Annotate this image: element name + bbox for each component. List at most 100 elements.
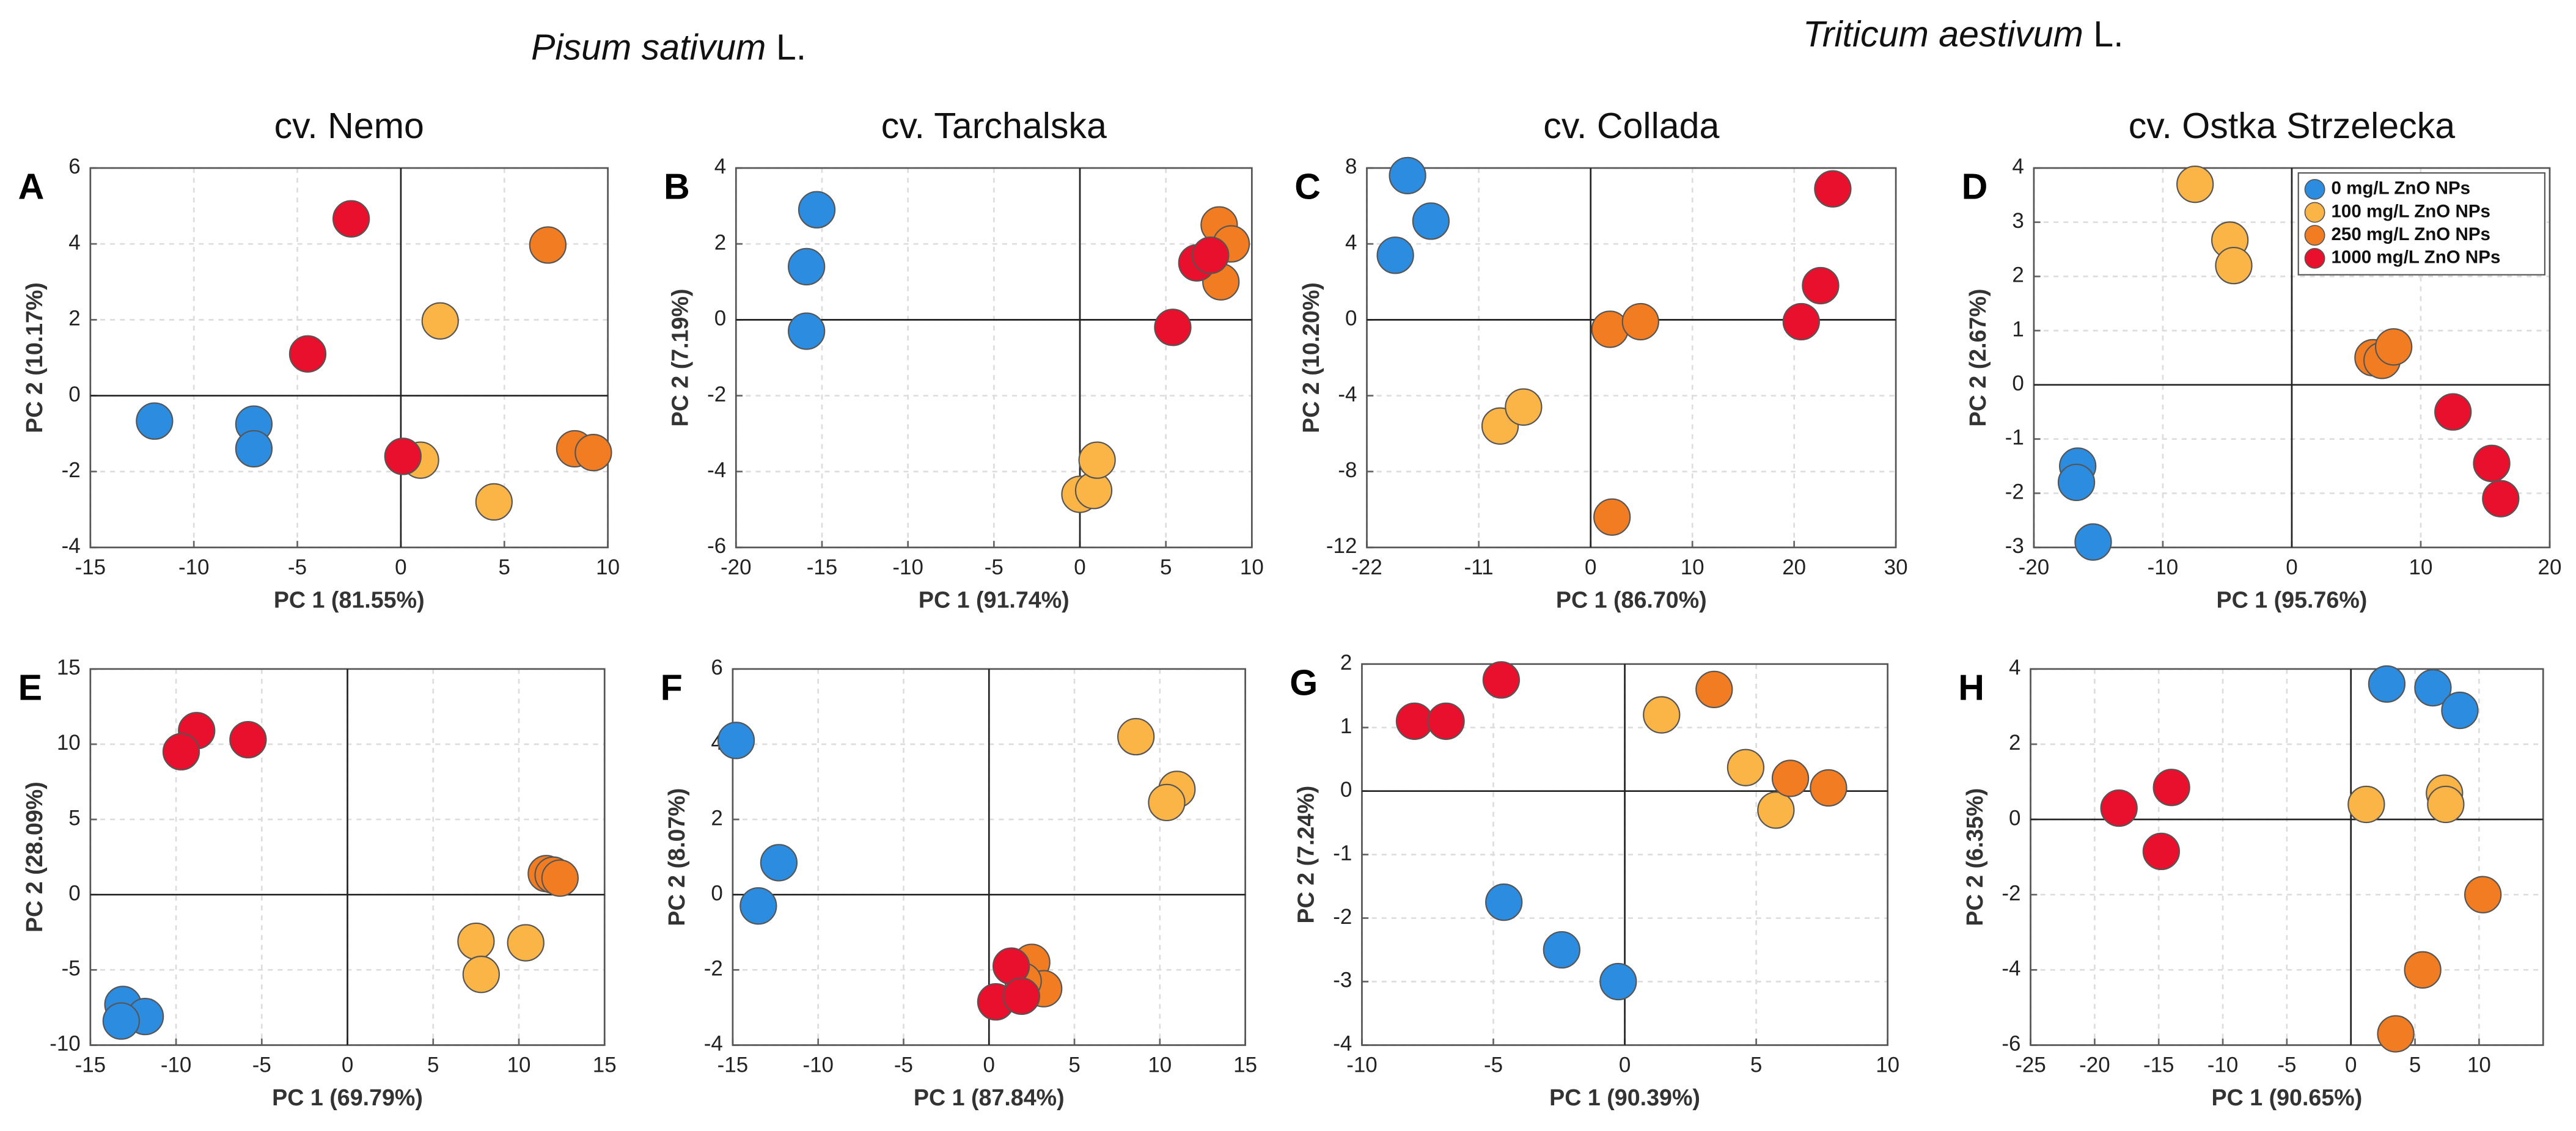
x-tick-label: 0 xyxy=(1619,1053,1631,1077)
point xyxy=(288,335,327,373)
point xyxy=(529,226,567,264)
y-tick-label: 5 xyxy=(68,806,80,830)
point xyxy=(1757,791,1795,829)
legend-label: 1000 mg/L ZnO NPs xyxy=(2331,247,2500,268)
x-tick-label: 0 xyxy=(2286,555,2297,579)
y-tick-label: -5 xyxy=(62,957,81,981)
subplot-title: cv. Nemo xyxy=(274,105,424,146)
y-tick-label: -1 xyxy=(1333,841,1352,865)
y-axis-label: PC 2 (10.17%) xyxy=(21,282,47,433)
point xyxy=(2377,1015,2415,1053)
point xyxy=(136,402,174,440)
y-axis-label: PC 2 (2.67%) xyxy=(1965,289,1991,427)
y-axis-label: PC 2 (7.24%) xyxy=(1293,786,1319,924)
x-tick-label: 10 xyxy=(596,555,620,579)
y-axis-label: PC 2 (10.20%) xyxy=(1298,282,1324,433)
y-tick-label: 2 xyxy=(711,806,722,830)
legend-label: 250 mg/L ZnO NPs xyxy=(2331,224,2490,244)
authority: L. xyxy=(2093,13,2123,54)
point xyxy=(1117,718,1155,756)
panel-letter: H xyxy=(1958,667,1984,708)
x-tick-label: -11 xyxy=(1464,555,1494,579)
plot-frame xyxy=(2030,668,2544,1046)
x-axis-label: PC 1 (69.79%) xyxy=(272,1085,423,1110)
point xyxy=(2404,951,2442,989)
y-tick-label: -3 xyxy=(2005,534,2024,558)
y-tick-label: -6 xyxy=(2002,1032,2020,1056)
panel-letter: D xyxy=(1962,166,1988,207)
point xyxy=(1505,388,1543,426)
subplot-title: cv. Ostka Strzelecka xyxy=(2129,105,2456,146)
point xyxy=(2347,785,2385,824)
point xyxy=(1395,702,1434,740)
point xyxy=(1002,977,1041,1016)
point xyxy=(1814,170,1852,208)
x-tick-label: 0 xyxy=(1074,555,1085,579)
x-tick-label: -10 xyxy=(802,1053,834,1077)
group-title: Pisum sativum L. xyxy=(531,26,806,67)
y-tick-label: 0 xyxy=(2012,372,2024,395)
y-tick-label: -3 xyxy=(1333,968,1352,992)
y-tick-label: -2 xyxy=(704,957,723,981)
subplot-title: cv. Collada xyxy=(1543,105,1719,146)
x-axis-label: PC 1 (87.84%) xyxy=(914,1085,1065,1110)
x-tick-label: -5 xyxy=(1484,1053,1503,1077)
point xyxy=(1643,696,1681,734)
x-tick-label: -5 xyxy=(985,555,1004,579)
point xyxy=(1599,962,1637,1001)
x-tick-label: 20 xyxy=(2538,555,2562,579)
point xyxy=(787,312,826,350)
y-tick-label: -4 xyxy=(2002,957,2020,981)
x-tick-label: 5 xyxy=(499,555,510,579)
x-tick-label: -15 xyxy=(807,555,838,579)
x-tick-label: 30 xyxy=(1884,555,1908,579)
y-tick-label: 1 xyxy=(1340,714,1352,738)
subplot-title: cv. Tarchalska xyxy=(881,105,1107,146)
x-tick-label: -5 xyxy=(288,555,307,579)
x-axis-label: PC 1 (81.55%) xyxy=(274,587,425,613)
point xyxy=(1810,769,1848,807)
point xyxy=(1771,759,1810,797)
point xyxy=(1389,156,1426,195)
point xyxy=(2176,165,2214,203)
point xyxy=(1482,661,1521,699)
y-tick-label: -10 xyxy=(50,1032,81,1056)
y-tick-label: 0 xyxy=(714,307,726,331)
x-tick-label: -15 xyxy=(75,1053,106,1077)
point xyxy=(102,1002,140,1040)
point xyxy=(1078,441,1116,479)
point xyxy=(2074,523,2112,561)
x-tick-label: 5 xyxy=(1068,1053,1080,1077)
x-tick-label: 0 xyxy=(2345,1053,2357,1077)
x-tick-label: 0 xyxy=(395,555,406,579)
point xyxy=(2434,393,2472,431)
x-tick-label: -10 xyxy=(2148,555,2179,579)
y-tick-label: 8 xyxy=(1345,155,1357,178)
point xyxy=(1154,309,1192,346)
legend-box xyxy=(2297,172,2546,276)
point xyxy=(574,434,612,472)
y-tick-label: -2 xyxy=(62,458,81,482)
x-tick-label: -20 xyxy=(721,555,752,579)
x-tick-label: 10 xyxy=(2409,555,2433,579)
x-tick-label: -10 xyxy=(892,555,923,579)
y-tick-label: 10 xyxy=(57,731,81,755)
x-tick-label: 5 xyxy=(427,1053,439,1077)
point xyxy=(421,302,459,340)
point xyxy=(2464,876,2502,913)
y-tick-label: -2 xyxy=(2005,480,2024,503)
point xyxy=(1782,302,1820,341)
y-tick-label: 2 xyxy=(2012,263,2024,287)
point xyxy=(2215,247,2253,285)
point xyxy=(1376,236,1414,274)
x-tick-label: 15 xyxy=(1233,1053,1257,1077)
y-tick-label: -4 xyxy=(704,1032,723,1056)
y-tick-label: 0 xyxy=(711,881,722,905)
panel-letter: G xyxy=(1290,662,1318,703)
x-tick-label: 10 xyxy=(1681,555,1704,579)
y-tick-label: -6 xyxy=(707,534,726,558)
point xyxy=(798,191,836,229)
point xyxy=(2142,832,2181,871)
x-axis-label: PC 1 (91.74%) xyxy=(919,587,1070,613)
point xyxy=(1485,883,1523,921)
